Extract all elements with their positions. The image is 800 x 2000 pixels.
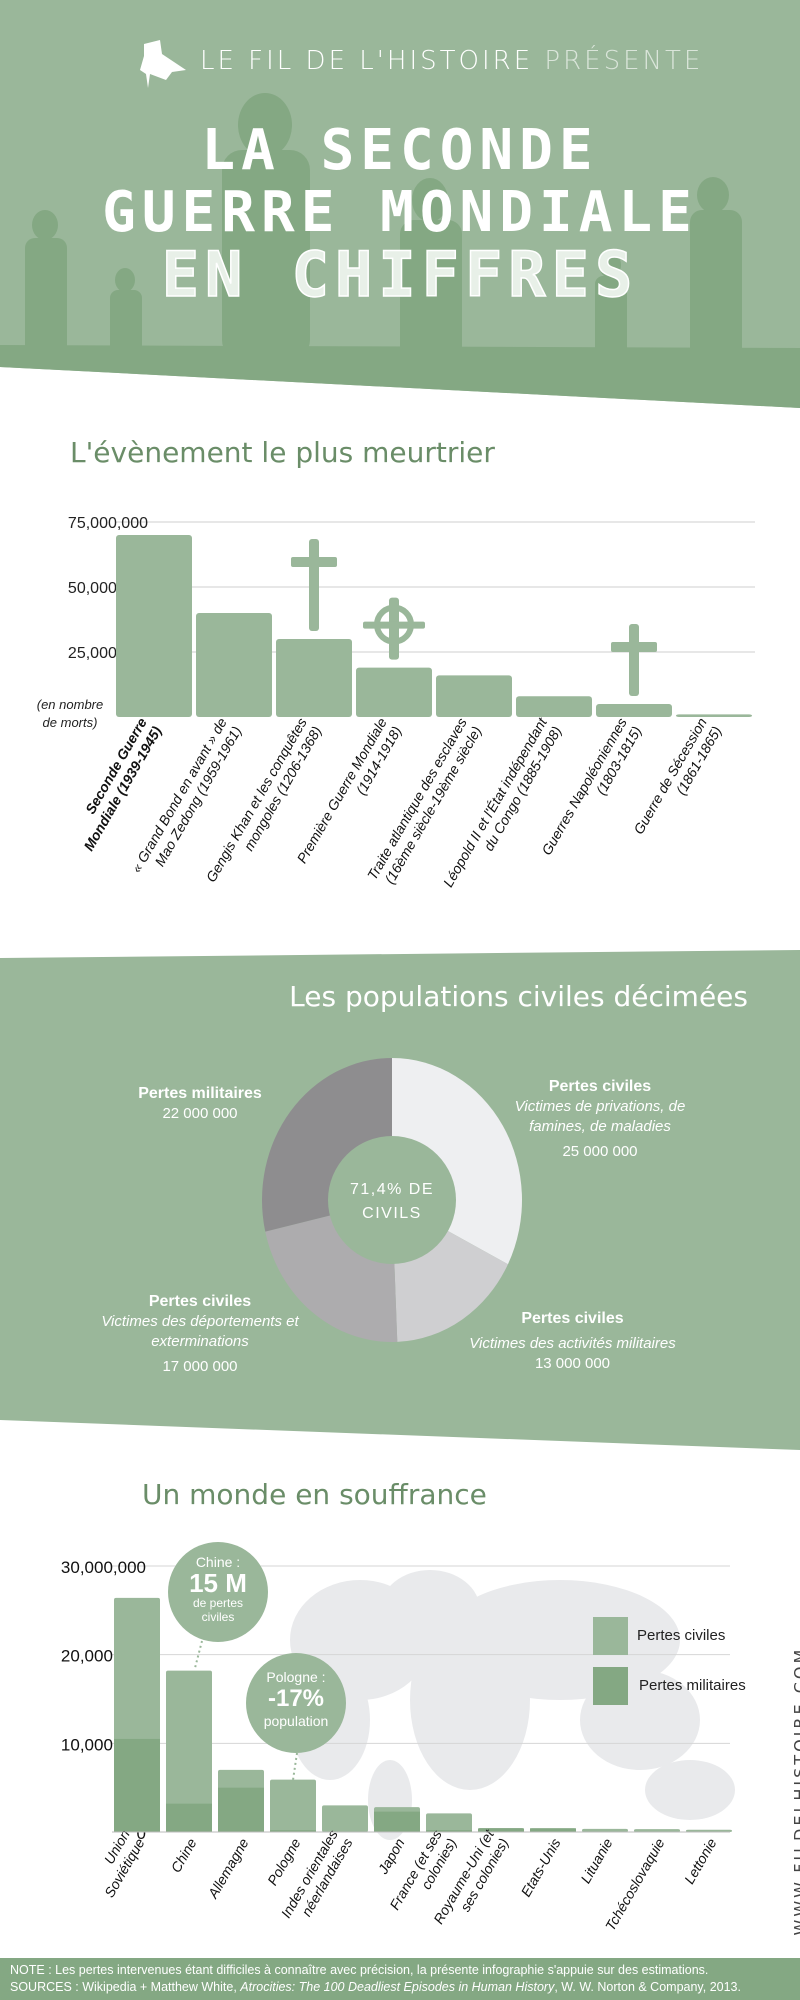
label-value: 22 000 000	[162, 1105, 238, 1122]
bar	[196, 613, 272, 717]
annotation-big: 15 M	[189, 1568, 247, 1598]
bar-civil	[582, 1828, 628, 1832]
bar-civil	[270, 1779, 316, 1832]
sources-book: Atrocities: The 100 Deadliest Episodes i…	[240, 1980, 555, 1994]
donut-center-label: 71,4% DE CIVILS	[349, 1181, 435, 1222]
legend-swatch-military	[593, 1667, 628, 1705]
label-description: Victimes de privations, de famines, de m…	[514, 1098, 686, 1135]
label-title: Pertes civiles	[521, 1310, 624, 1327]
donut-hole	[328, 1136, 456, 1264]
donut-label-military: Pertes militaires 22 000 000	[120, 1084, 280, 1124]
world-map-shape	[645, 1760, 735, 1820]
footer-note: NOTE : Les pertes intervenues étant diff…	[10, 1963, 709, 1977]
legend-label-military: Pertes militaires	[639, 1677, 746, 1694]
x-tick-label: Japon	[374, 1835, 408, 1877]
label-description: Victimes des déportements et exterminati…	[101, 1313, 299, 1350]
header-background	[0, 0, 800, 408]
sources-prefix: SOURCES : Wikipedia + Matthew White,	[10, 1980, 241, 1994]
x-tick-label: Lituanie	[577, 1835, 615, 1886]
x-tick-label: Allemagne	[204, 1835, 252, 1901]
x-tick-label-line: Chine	[167, 1835, 199, 1875]
bar	[116, 535, 192, 717]
bar-military	[478, 1828, 524, 1832]
bar	[276, 639, 352, 717]
label-value: 17 000 000	[162, 1358, 238, 1375]
y-tick-label: 0	[137, 1824, 146, 1843]
x-tick-label: Lettonie	[681, 1835, 720, 1886]
bar	[516, 696, 592, 717]
bar	[356, 667, 432, 717]
cross-ring	[374, 604, 414, 645]
donut-label-military-activities: Pertes civiles Victimes des activités mi…	[460, 1309, 685, 1374]
soldier-silhouettes	[0, 93, 800, 408]
website-url: WWW.FILDELHISTOIRE.COM	[790, 1646, 800, 1936]
cross-arm	[611, 642, 657, 652]
bar-civil	[686, 1829, 732, 1832]
cross-arm	[291, 557, 337, 567]
x-tick-label: Etats-Unis	[517, 1836, 563, 1900]
legend-label-civil: Pertes civiles	[637, 1627, 726, 1644]
title-line-3: EN CHIFFRES	[161, 237, 639, 312]
bar-military	[530, 1828, 576, 1832]
bar-military	[218, 1787, 264, 1832]
bar-civil	[426, 1813, 472, 1832]
bar	[676, 714, 752, 717]
title-line-2: GUERRE MONDIALE	[102, 180, 698, 245]
annotation-title: Chine :	[195, 1554, 241, 1570]
x-tick-label-line: Allemagne	[204, 1835, 252, 1901]
x-tick-label-line: Lettonie	[681, 1835, 720, 1886]
annotation-connector-poland	[292, 1752, 298, 1781]
bar-civil	[322, 1805, 368, 1832]
title-line-1: LA SECONDE	[201, 118, 599, 183]
section-title-deadliest: L'évènement le plus meurtrier	[70, 436, 495, 469]
y-axis-label-line1: (en nombre	[37, 697, 103, 712]
brand-line: LE FIL DE L'HISTOIRE PRÉSENTE	[200, 46, 703, 76]
label-value: 13 000 000	[534, 1355, 611, 1372]
losses-donut-chart	[262, 1058, 522, 1342]
brand-name: LE FIL DE L'HISTOIRE	[200, 46, 534, 76]
footer-notes: NOTE : Les pertes intervenues étant diff…	[0, 1958, 800, 2000]
label-title: Pertes civiles	[548, 1078, 652, 1095]
x-tick-label-line: Japon	[374, 1835, 408, 1877]
bar-civil	[166, 1670, 212, 1832]
annotation-title: Pologne :	[266, 1669, 326, 1685]
x-tick-label: Chine	[167, 1835, 199, 1875]
bar-military	[374, 1811, 420, 1832]
bar-military	[166, 1803, 212, 1832]
bar-military	[114, 1738, 160, 1832]
sources-suffix: , W. W. Norton & Company, 2013.	[554, 1980, 741, 1994]
label-value: 25 000 000	[562, 1143, 638, 1160]
bar	[436, 675, 512, 717]
label-title: Pertes civiles	[148, 1293, 252, 1310]
annotation-poland-bubble: Pologne : -17% population	[246, 1653, 346, 1753]
logo-icon	[140, 40, 186, 88]
annotation-text: population	[263, 1713, 329, 1729]
y-tick-label: 30,000,000	[61, 1558, 146, 1577]
donut-label-deportations: Pertes civiles Victimes des déportements…	[100, 1292, 300, 1377]
y-tick-label: 75,000,000	[68, 515, 148, 532]
annotation-text: de pertes civiles	[192, 1596, 244, 1624]
y-axis-label-line2: de morts)	[43, 715, 98, 730]
x-tick-label-line: Etats-Unis	[517, 1836, 563, 1900]
x-tick-label-line: Lituanie	[577, 1835, 615, 1886]
brand-suffix: PRÉSENTE	[544, 46, 704, 76]
legend-swatch-civil	[593, 1617, 628, 1655]
annotation-china-bubble: Chine : 15 M de pertes civiles	[168, 1542, 268, 1642]
annotation-big: -17%	[267, 1685, 325, 1712]
donut-label-privations: Pertes civiles Victimes de privations, d…	[500, 1077, 700, 1162]
label-description: Victimes des activités militaires	[469, 1335, 676, 1352]
bar-military	[270, 1830, 316, 1833]
bar-military	[426, 1830, 472, 1833]
section-title-world: Un monde en souffrance	[142, 1478, 487, 1511]
section-title-civilians: Les populations civiles décimées	[289, 980, 748, 1013]
footer-sources: SOURCES : Wikipedia + Matthew White, Atr…	[10, 1979, 790, 1996]
label-title: Pertes militaires	[138, 1085, 262, 1102]
bar-civil	[634, 1829, 680, 1832]
bar	[596, 704, 672, 717]
